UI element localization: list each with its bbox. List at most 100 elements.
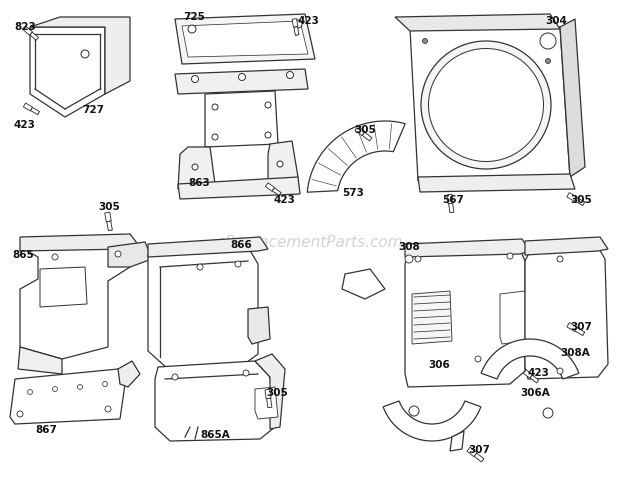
Text: 423: 423 (14, 120, 36, 130)
Text: 305: 305 (98, 202, 120, 212)
Circle shape (409, 406, 419, 416)
Polygon shape (20, 248, 130, 359)
Circle shape (212, 105, 218, 111)
Text: 863: 863 (188, 178, 210, 188)
Circle shape (81, 51, 89, 59)
Circle shape (265, 103, 271, 109)
Polygon shape (178, 178, 300, 200)
Text: 567: 567 (442, 194, 464, 204)
Polygon shape (255, 354, 285, 429)
Polygon shape (30, 18, 130, 95)
Circle shape (188, 26, 196, 34)
Polygon shape (405, 250, 525, 387)
Circle shape (277, 162, 283, 168)
Polygon shape (523, 370, 533, 378)
Circle shape (540, 34, 556, 50)
Text: 304: 304 (545, 16, 567, 26)
Polygon shape (447, 195, 453, 204)
Circle shape (53, 387, 58, 392)
Polygon shape (108, 242, 152, 267)
Circle shape (239, 74, 246, 81)
Polygon shape (182, 22, 308, 58)
Polygon shape (118, 361, 140, 387)
Polygon shape (412, 291, 452, 344)
Text: 865: 865 (12, 250, 33, 260)
Text: 867: 867 (35, 424, 57, 434)
Polygon shape (30, 28, 105, 118)
Polygon shape (265, 389, 271, 399)
Polygon shape (20, 235, 140, 252)
Text: 306: 306 (428, 359, 450, 369)
Polygon shape (410, 28, 570, 181)
Text: 305: 305 (570, 194, 591, 204)
Text: 866: 866 (230, 240, 252, 250)
Text: 423: 423 (528, 367, 550, 377)
Polygon shape (308, 122, 405, 193)
Polygon shape (567, 193, 577, 202)
Polygon shape (292, 20, 298, 28)
Polygon shape (105, 213, 111, 222)
Polygon shape (24, 104, 33, 112)
Polygon shape (405, 240, 530, 257)
Polygon shape (267, 398, 272, 408)
Polygon shape (175, 70, 308, 95)
Polygon shape (362, 133, 372, 142)
Circle shape (17, 411, 23, 417)
Text: 307: 307 (468, 444, 490, 454)
Circle shape (197, 264, 203, 270)
Circle shape (557, 368, 563, 374)
Circle shape (78, 384, 82, 390)
Text: 307: 307 (570, 321, 592, 331)
Polygon shape (148, 238, 268, 257)
Text: 823: 823 (14, 22, 36, 32)
Polygon shape (24, 28, 32, 36)
Polygon shape (525, 248, 608, 379)
Circle shape (265, 133, 271, 139)
Polygon shape (272, 189, 281, 196)
Circle shape (294, 21, 302, 29)
Text: 305: 305 (266, 387, 288, 397)
Polygon shape (175, 15, 315, 65)
Polygon shape (155, 361, 275, 441)
Circle shape (243, 370, 249, 376)
Polygon shape (30, 108, 40, 115)
Polygon shape (248, 307, 270, 344)
Polygon shape (178, 148, 215, 194)
Circle shape (27, 390, 32, 395)
Circle shape (192, 76, 198, 84)
Text: 725: 725 (183, 12, 205, 22)
Polygon shape (575, 328, 585, 336)
Polygon shape (450, 431, 464, 451)
Polygon shape (255, 387, 278, 419)
Text: 423: 423 (298, 16, 320, 26)
Polygon shape (567, 323, 577, 332)
Polygon shape (107, 222, 112, 231)
Polygon shape (265, 183, 275, 192)
Polygon shape (449, 204, 454, 213)
Circle shape (52, 254, 58, 261)
Polygon shape (467, 447, 477, 457)
Circle shape (115, 252, 121, 257)
Ellipse shape (428, 49, 544, 162)
Polygon shape (268, 142, 298, 192)
Circle shape (192, 165, 198, 171)
Polygon shape (575, 198, 585, 206)
Polygon shape (383, 401, 481, 441)
Text: 727: 727 (82, 105, 104, 115)
Circle shape (475, 356, 481, 362)
Circle shape (286, 72, 293, 79)
Circle shape (102, 382, 107, 387)
Text: eReplacementParts.com: eReplacementParts.com (216, 235, 404, 250)
Circle shape (172, 374, 178, 380)
Polygon shape (30, 33, 38, 41)
Text: 308: 308 (398, 241, 420, 252)
Polygon shape (342, 269, 385, 300)
Polygon shape (294, 28, 299, 36)
Text: 308A: 308A (560, 347, 590, 357)
Circle shape (557, 256, 563, 263)
Circle shape (543, 408, 553, 418)
Polygon shape (500, 291, 525, 344)
Polygon shape (395, 15, 560, 32)
Polygon shape (418, 175, 575, 192)
Polygon shape (40, 267, 87, 307)
